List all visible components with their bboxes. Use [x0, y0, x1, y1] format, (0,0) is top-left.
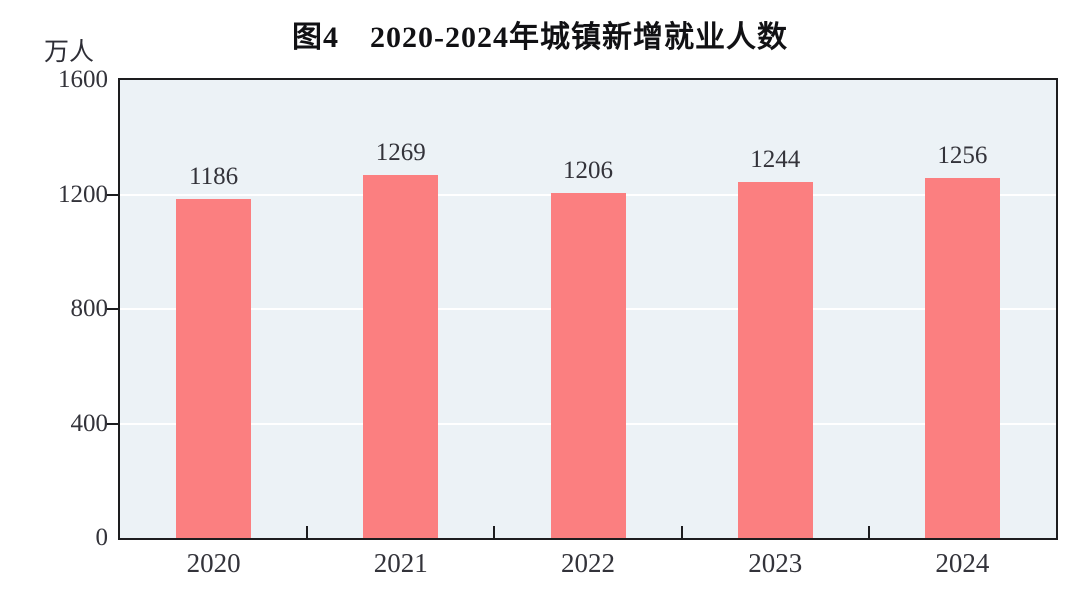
x-tick-mark: [306, 526, 309, 538]
bar-2023: [737, 181, 813, 538]
bar-value-label: 1256: [937, 142, 988, 170]
bar-value-label: 1269: [375, 138, 426, 166]
x-tick-mark: [493, 526, 496, 538]
x-tick-mark: [867, 526, 870, 538]
x-tick-label: 2020: [186, 548, 241, 578]
y-tick-label: 0: [95, 524, 109, 551]
bar-value-label: 1244: [750, 145, 801, 173]
plot-area: 1186 1269 1206 1244 1256: [118, 78, 1058, 540]
bar-value-label: 1186: [189, 162, 239, 190]
y-tick-mark: [107, 422, 118, 425]
y-tick-label: 400: [70, 409, 109, 437]
bar-2022: [550, 192, 626, 538]
y-axis-unit-label: 万人: [44, 39, 95, 66]
y-tick-label: 1600: [58, 66, 108, 93]
x-tick-label: 2024: [935, 548, 990, 578]
y-tick-mark: [107, 308, 118, 310]
y-tick-mark: [107, 193, 118, 196]
y-tick-label: 1200: [58, 180, 108, 208]
x-tick-label: 2021: [373, 548, 428, 578]
bar-value-label: 1206: [563, 156, 613, 184]
bar-2021: [363, 174, 439, 538]
x-tick-label: 2023: [748, 548, 803, 578]
x-tick-label: 2022: [561, 548, 615, 578]
bar-2024: [924, 178, 1000, 538]
bar-2020: [176, 198, 252, 538]
chart-title: 图4 2020-2024年城镇新增就业人数: [292, 21, 788, 54]
x-tick-mark: [680, 526, 683, 538]
y-tick-label: 800: [70, 295, 109, 322]
